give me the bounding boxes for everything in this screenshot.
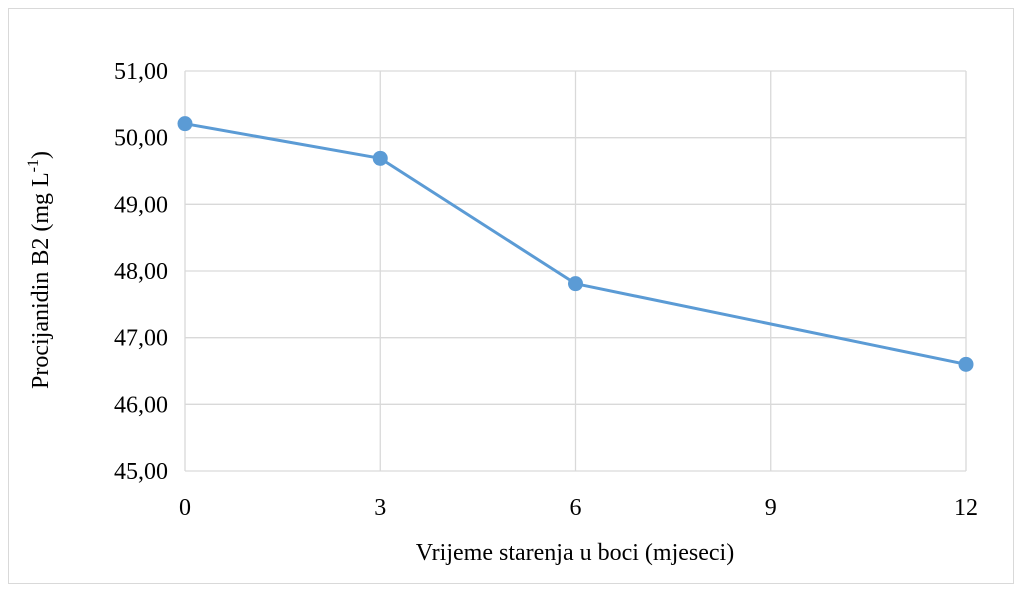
x-tick-label: 9: [765, 495, 777, 521]
y-axis-tick-labels: 45,00 46,00 47,00 48,00 49,00 50,00 51,00: [114, 59, 168, 485]
series-group: [177, 116, 974, 372]
y-axis-title-end: ): [28, 151, 54, 159]
x-tick-label: 0: [179, 495, 191, 521]
x-axis-tick-labels: 0 3 6 9 12: [179, 495, 978, 521]
y-axis-title-superscript: -1: [25, 159, 42, 172]
x-axis-title: Vrijeme starenja u boci (mjeseci): [416, 540, 734, 566]
x-tick-label: 6: [570, 495, 582, 521]
y-axis-title: Procijanidin B2 (mg L-1): [25, 151, 54, 389]
y-tick-label: 49,00: [114, 192, 168, 218]
y-tick-label: 51,00: [114, 59, 168, 85]
y-axis-title-main: Procijanidin B2 (mg L: [28, 172, 54, 389]
y-tick-label: 47,00: [114, 326, 168, 352]
y-tick-label: 50,00: [114, 126, 168, 152]
x-tick-label: 3: [374, 495, 386, 521]
gridlines: [184, 70, 967, 472]
y-tick-label: 45,00: [114, 459, 168, 485]
data-point-marker: [372, 150, 388, 166]
series-line: [184, 122, 967, 366]
data-point-marker: [177, 116, 193, 132]
x-tick-label: 12: [954, 495, 978, 521]
y-tick-label: 48,00: [114, 259, 168, 285]
chart-frame: [8, 8, 1014, 584]
data-point-marker: [958, 356, 974, 372]
y-tick-label: 46,00: [114, 392, 168, 418]
data-point-marker: [568, 276, 583, 292]
